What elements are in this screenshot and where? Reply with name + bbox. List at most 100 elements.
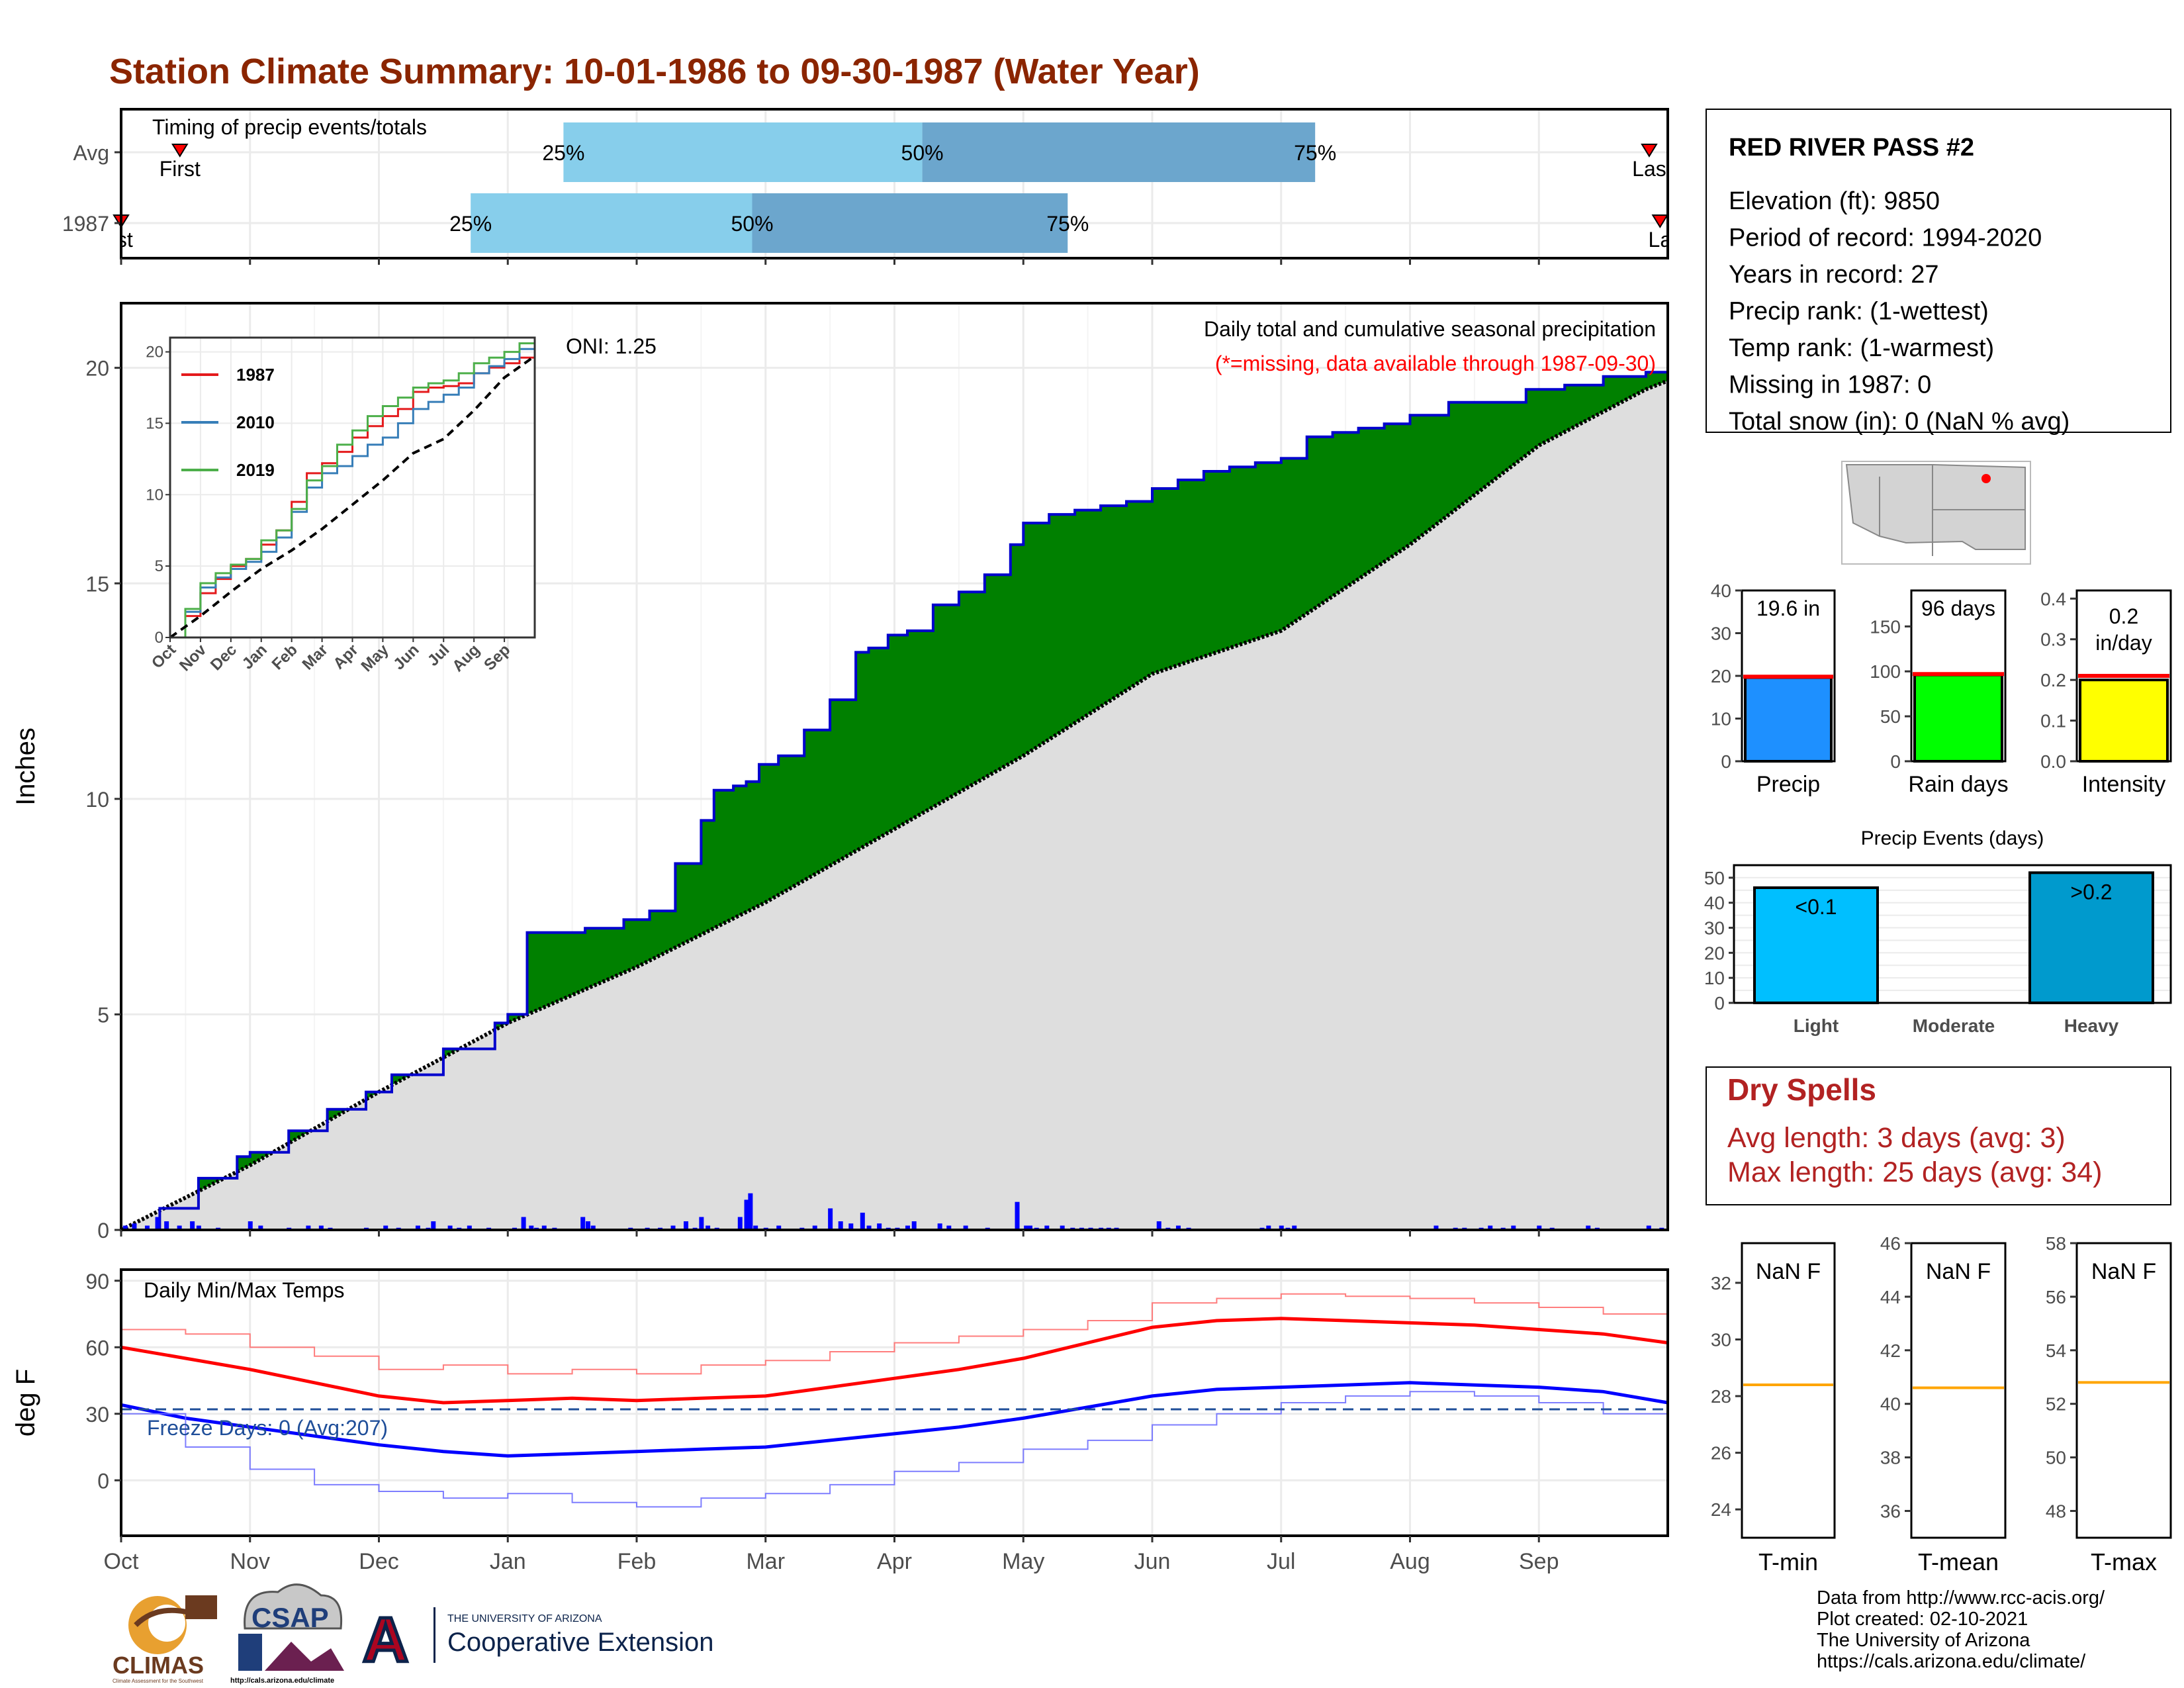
month-axis-label: Oct	[104, 1549, 139, 1574]
month-axis-label: Jan	[490, 1549, 526, 1574]
temps-y-axis-label: deg F	[11, 1369, 40, 1436]
daily-precip-bar	[812, 1225, 817, 1230]
daily-precip-bar	[905, 1225, 910, 1230]
temp-line-1987-max	[121, 1293, 1668, 1375]
events-value-label: >0.2	[2070, 880, 2112, 904]
summary-y-tick-label: 50	[1880, 706, 1901, 727]
temp-summary-y-tick-label: 50	[2046, 1448, 2066, 1468]
daily-precip-bar	[132, 1223, 137, 1230]
daily-precip-bar	[585, 1221, 590, 1230]
daily-precip-bar	[155, 1217, 160, 1230]
month-axis-label: Dec	[359, 1549, 398, 1574]
daily-precip-bar	[431, 1221, 436, 1230]
daily-precip-bar	[1027, 1225, 1032, 1230]
credit-line: The University of Arizona	[1817, 1630, 2030, 1651]
daily-precip-bar	[122, 1225, 128, 1230]
summary-y-tick-label: 0.2	[2040, 670, 2066, 690]
temp-summary-y-tick-label: 28	[1711, 1386, 1731, 1407]
daily-precip-bar	[828, 1208, 833, 1230]
station-info-line: Years in record: 27	[1729, 261, 1939, 289]
temp-summary-y-tick-label: 36	[1880, 1501, 1901, 1522]
events-category-label: Heavy	[2064, 1015, 2119, 1036]
daily-precip-bar	[684, 1221, 689, 1230]
dry-spells-title: Dry Spells	[1727, 1072, 1876, 1107]
oni-annotation: ONI: 1.25	[566, 334, 657, 358]
summary-value-label: 19.6 in	[1756, 596, 1820, 620]
temp-summary-y-tick-label: 48	[2046, 1501, 2066, 1522]
temp-summary-y-tick-label: 40	[1880, 1394, 1901, 1415]
summary-y-tick-label: 0.4	[2040, 588, 2066, 609]
events-y-tick-label: 40	[1704, 893, 1725, 914]
summary-value-label: 96 days	[1921, 596, 1995, 620]
timing-q3-box	[922, 122, 1316, 182]
main-chart-subtitle: (*=missing, data available through 1987-…	[1215, 352, 1656, 375]
main-chart-title: Daily total and cumulative seasonal prec…	[1204, 317, 1656, 341]
timing-last-label: La	[1649, 228, 1672, 252]
daily-precip-bar	[529, 1225, 534, 1230]
main-y-tick-label: 0	[97, 1219, 109, 1243]
inset-series-line-average	[169, 355, 536, 639]
daily-precip-bar	[737, 1217, 743, 1230]
inset-y-tick-label: 20	[146, 344, 163, 361]
events-bar-light	[1753, 886, 1879, 1005]
month-axis-label: Nov	[230, 1549, 270, 1574]
inset-y-tick-label: 5	[155, 557, 163, 575]
temp-summary-y-tick-label: 56	[2046, 1287, 2066, 1307]
station-info-line: Missing in 1987: 0	[1729, 371, 1931, 399]
daily-precip-bar	[447, 1225, 453, 1230]
main-y-tick-label: 5	[97, 1003, 109, 1027]
ua-top-line: THE UNIVERSITY OF ARIZONA	[447, 1613, 602, 1624]
station-info-line: Elevation (ft): 9850	[1729, 187, 1940, 215]
temps-y-tick-label: 30	[85, 1403, 109, 1427]
events-category-label: Light	[1794, 1015, 1839, 1036]
timing-q2-box	[471, 193, 752, 253]
temp-summary-category-label: T-max	[2091, 1548, 2157, 1575]
inset-legend-label: 2019	[236, 460, 275, 480]
summary-y-tick-label: 0.1	[2040, 711, 2066, 731]
timing-title: Timing of precip events/totals	[152, 115, 427, 139]
temp-summary-y-tick-label: 42	[1880, 1340, 1901, 1361]
daily-precip-bar	[541, 1225, 547, 1230]
observed-cumulative-line	[121, 369, 1669, 1231]
daily-precip-bar	[1024, 1225, 1029, 1230]
station-info-line: Temp rank: (1-warmest)	[1729, 334, 1994, 362]
daily-precip-bar	[306, 1225, 311, 1230]
dry-spells-max: Max length: 25 days (avg: 34)	[1727, 1156, 2102, 1188]
daily-precip-bar	[1646, 1225, 1651, 1230]
temp-summary-value-label: NaN F	[1756, 1259, 1821, 1284]
summary-value-label-line: 0.2	[2109, 604, 2138, 628]
csap-wordmark: CSAP	[251, 1602, 329, 1633]
daily-temps-panel: Freeze Days: 0 (Avg:207) Daily Min/Max Te…	[11, 1268, 1669, 1574]
daily-precip-bar	[1537, 1225, 1542, 1230]
month-axis-label: May	[1002, 1549, 1044, 1574]
station-info-line: Period of record: 1994-2020	[1729, 224, 2042, 252]
timing-row-label: 1987	[62, 212, 109, 236]
timing-last-marker	[1651, 214, 1669, 228]
main-y-tick-label: 10	[85, 788, 109, 812]
summary-category-label: Intensity	[2082, 772, 2166, 797]
timing-first-label: First	[159, 157, 201, 181]
daily-precip-bar	[1015, 1201, 1020, 1230]
summary-bar-precip	[1744, 676, 1833, 763]
summary-y-tick-label: 0.0	[2040, 751, 2066, 772]
page-title: Station Climate Summary: 10-01-1986 to 0…	[109, 52, 1200, 91]
climas-wordmark: CLIMAS	[113, 1652, 204, 1679]
ua-block-a: A	[363, 1605, 408, 1675]
daily-precip-bar	[467, 1225, 472, 1230]
inset-legend-label: 1987	[236, 365, 275, 385]
month-axis-label: Jul	[1267, 1549, 1295, 1574]
temp-summary-category-label: T-min	[1758, 1548, 1818, 1575]
events-frame-top	[1733, 864, 2172, 1004]
ua-extension-line: Cooperative Extension	[447, 1628, 713, 1657]
daily-precip-bar	[776, 1225, 782, 1230]
timing-first-label: rst	[109, 228, 133, 252]
csap-logo: CSAP http://cals.arizona.edu/climate	[230, 1583, 344, 1685]
summary-bar-rain-days	[1913, 673, 2003, 763]
daily-precip-bar	[521, 1217, 526, 1230]
daily-precip-bar	[1433, 1225, 1439, 1230]
events-title: Precip Events (days)	[1861, 827, 2044, 849]
timing-p25-label: 25%	[449, 212, 492, 236]
timing-p25-label: 25%	[542, 141, 584, 165]
summary-y-tick-label: 150	[1870, 616, 1901, 637]
